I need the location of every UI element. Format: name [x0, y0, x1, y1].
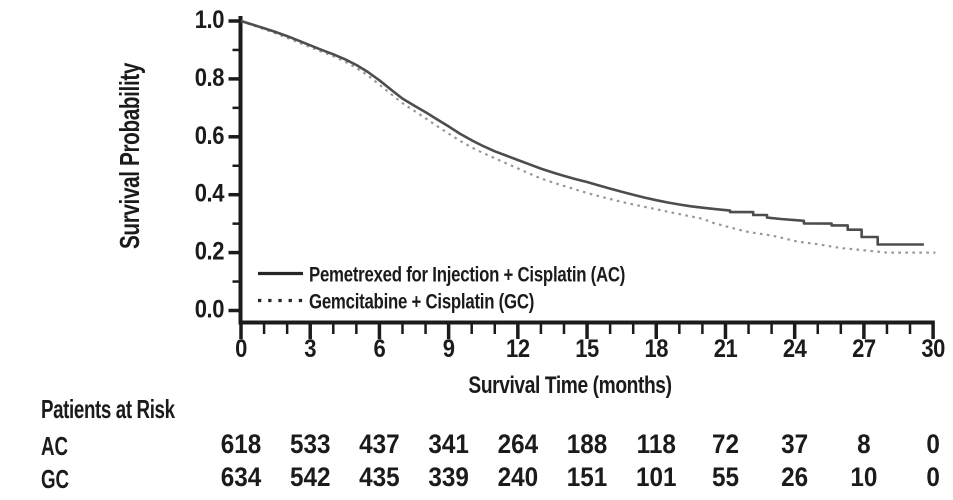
risk-count-ac: 0 [926, 430, 940, 459]
risk-count-gc: 634 [221, 463, 262, 492]
y-tick-label: 0.8 [195, 64, 225, 92]
x-tick-label: 21 [714, 335, 738, 363]
km-curve-gc [240, 19, 936, 254]
x-tick-label: 3 [304, 335, 316, 363]
risk-count-gc: 10 [850, 463, 877, 492]
risk-count-ac: 618 [221, 430, 262, 459]
risk-count-gc: 339 [428, 463, 469, 492]
legend-label-gc: Gemcitabine + Cisplatin (GC) [309, 291, 534, 314]
risk-count-gc: 0 [926, 463, 940, 492]
y-axis-title: Survival Probability [114, 62, 145, 250]
x-tick-label: 15 [575, 335, 599, 363]
x-tick-label: 6 [374, 335, 386, 363]
patients-at-risk-title: Patients at Risk [41, 394, 175, 424]
x-tick-label: 27 [852, 335, 876, 363]
km-curve-ac [240, 19, 924, 246]
y-tick-label: 0.4 [195, 179, 225, 207]
x-tick-label: 18 [644, 335, 668, 363]
x-tick-label: 24 [783, 335, 807, 363]
risk-count-ac: 118 [637, 430, 676, 459]
y-tick-label: 0.0 [195, 295, 225, 323]
x-tick-label: 12 [506, 335, 530, 363]
y-tick-label: 1.0 [195, 6, 225, 34]
risk-count-ac: 188 [567, 430, 608, 459]
risk-count-ac: 533 [290, 430, 331, 459]
risk-count-ac: 264 [498, 430, 539, 459]
risk-count-ac: 37 [781, 430, 808, 459]
x-tick-label: 0 [235, 335, 247, 363]
x-tick-label: 9 [443, 335, 455, 363]
risk-count-ac: 8 [857, 430, 871, 459]
risk-count-ac: 437 [359, 430, 400, 459]
risk-count-gc: 55 [712, 463, 739, 492]
risk-row-label-gc: GC [41, 464, 70, 494]
risk-count-gc: 240 [498, 463, 539, 492]
risk-count-gc: 151 [567, 463, 608, 492]
legend-label-ac: Pemetrexed for Injection + Cisplatin (AC… [309, 264, 625, 287]
risk-count-ac: 72 [712, 430, 739, 459]
y-tick-label: 0.2 [195, 237, 225, 265]
risk-count-gc: 101 [636, 463, 677, 492]
risk-count-gc: 26 [781, 463, 808, 492]
x-tick-label: 30 [921, 335, 945, 363]
risk-count-gc: 542 [290, 463, 331, 492]
risk-count-gc: 435 [359, 463, 400, 492]
x-axis-title: Survival Time (months) [468, 372, 672, 399]
risk-row-label-ac: AC [41, 431, 69, 461]
y-tick-label: 0.6 [195, 122, 225, 150]
risk-count-ac: 341 [428, 430, 469, 459]
